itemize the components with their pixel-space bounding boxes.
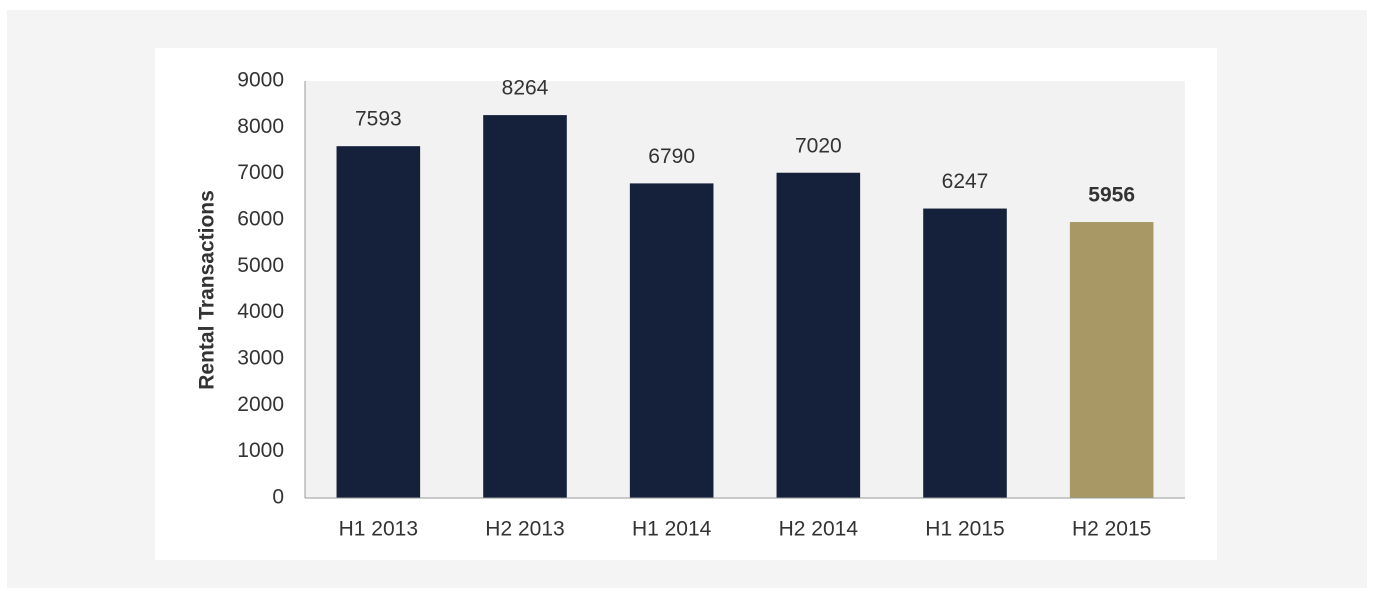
y-tick-label: 5000 xyxy=(237,254,284,277)
y-axis-label: Rental Transactions xyxy=(196,190,219,390)
bar xyxy=(483,115,567,499)
x-tick-label: H2 2013 xyxy=(485,518,564,541)
x-tick-label: H1 2013 xyxy=(339,518,418,541)
y-tick-label: 3000 xyxy=(237,347,284,370)
y-tick-label: 7000 xyxy=(237,161,284,184)
x-tick-label: H1 2014 xyxy=(632,518,712,541)
x-tick-label: H2 2014 xyxy=(779,518,859,541)
bar xyxy=(336,146,421,499)
y-tick-label: 4000 xyxy=(237,300,284,323)
bar xyxy=(923,208,1007,498)
data-label: 6247 xyxy=(942,170,989,193)
y-tick-label: 1000 xyxy=(237,439,284,462)
y-tick-label: 9000 xyxy=(237,69,284,92)
data-label: 7020 xyxy=(795,134,842,157)
x-tick-label: H2 2015 xyxy=(1072,518,1151,541)
data-label: 5956 xyxy=(1088,184,1135,207)
y-tick-label: 6000 xyxy=(237,208,284,231)
y-tick-label: 0 xyxy=(272,486,284,509)
bar xyxy=(1069,222,1154,498)
data-label: 8264 xyxy=(502,77,549,100)
y-tick-label: 2000 xyxy=(237,393,284,416)
bar xyxy=(629,183,714,498)
data-label: 7593 xyxy=(355,108,402,131)
x-tick-label: H1 2015 xyxy=(925,518,1004,541)
bar xyxy=(776,172,861,499)
plot-area xyxy=(305,81,1185,498)
data-label: 6790 xyxy=(648,145,695,168)
y-tick-label: 8000 xyxy=(237,115,284,138)
